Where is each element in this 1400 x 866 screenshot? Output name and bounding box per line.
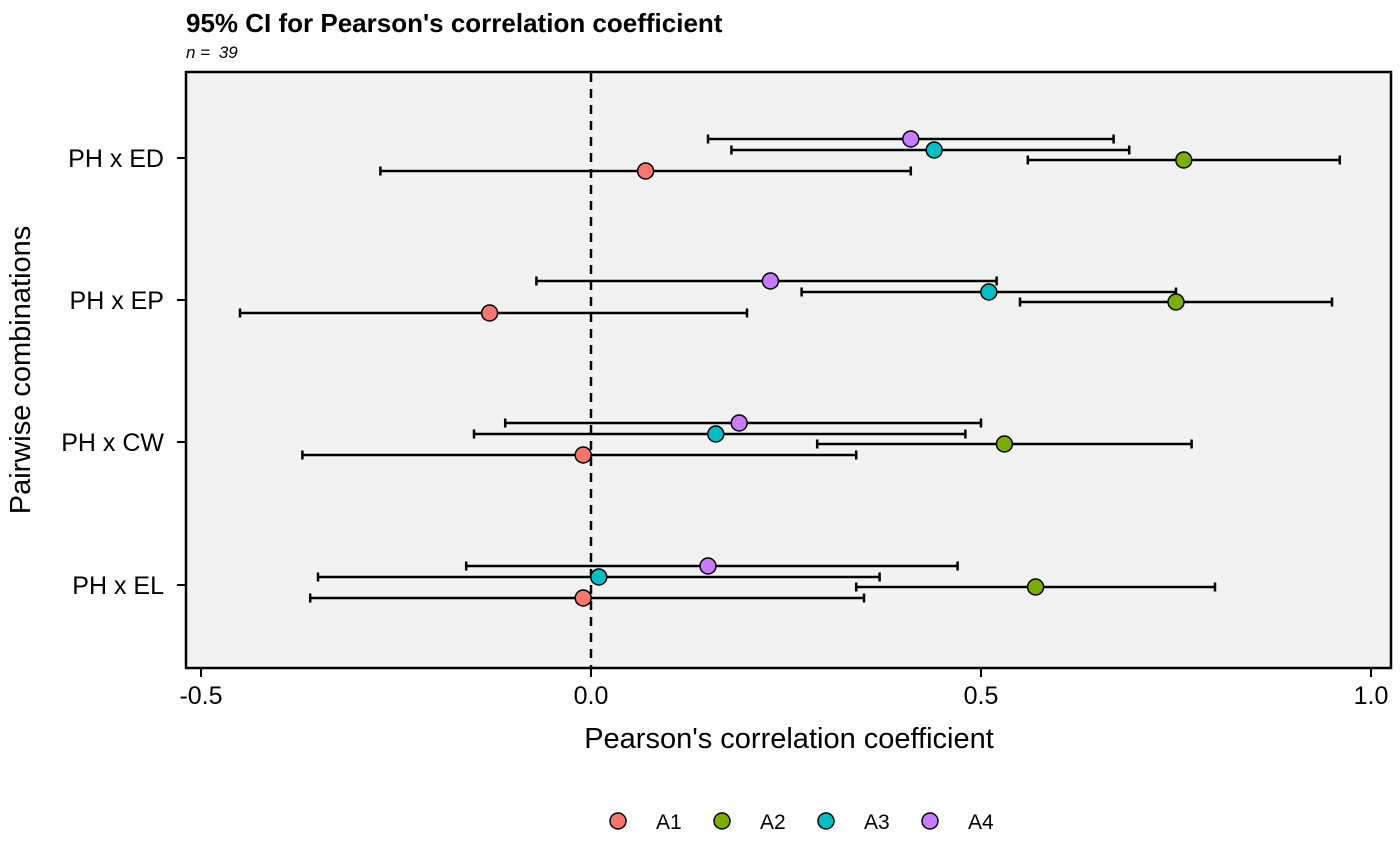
point-a2-ph-x-el	[1026, 578, 1045, 596]
x-tick-label: 0.0	[574, 682, 609, 710]
point-a3-ph-x-cw	[707, 425, 725, 443]
subtitle-n-value: 39	[219, 43, 238, 62]
legend-item-a3: A3	[817, 811, 890, 834]
subtitle-prefix: n =	[186, 43, 215, 62]
plot-panel	[184, 70, 1393, 670]
x-tick-label: -0.5	[179, 682, 222, 710]
point-a4-ph-x-ep	[761, 272, 780, 290]
legend-key	[609, 812, 627, 830]
legend-item-a2: A2	[713, 811, 786, 834]
point-a3-ph-x-ep	[980, 283, 998, 301]
y-axis-label: Pairwise combinations	[5, 226, 37, 515]
chart-subtitle: n = 39	[186, 43, 238, 62]
point-a2-ph-x-ed	[1175, 151, 1193, 169]
point-a3-ph-x-el	[590, 568, 608, 586]
point-a1-ph-x-ed	[636, 162, 655, 180]
point-a2-ph-x-cw	[995, 435, 1014, 453]
legend-label: A1	[656, 811, 682, 834]
y-tick-label: PH x ED	[68, 145, 164, 173]
legend-label: A3	[864, 811, 890, 834]
point-a4-ph-x-cw	[730, 414, 748, 432]
x-axis-label: Pearson's correlation coefficient	[584, 723, 994, 755]
legend-item-a4: A4	[921, 811, 994, 834]
y-tick-label: PH x EP	[70, 287, 164, 315]
y-tick-label: PH x CW	[61, 429, 164, 457]
point-a1-ph-x-cw	[574, 446, 592, 464]
legend-label: A4	[968, 811, 994, 834]
point-a4-ph-x-el	[699, 557, 717, 575]
point-a2-ph-x-ep	[1167, 293, 1185, 311]
point-a3-ph-x-ed	[925, 141, 943, 159]
legend-item-a1: A1	[609, 811, 682, 834]
point-a1-ph-x-el	[574, 589, 592, 607]
legend: A1 A2 A3 A4	[609, 811, 994, 834]
legend-label: A2	[760, 811, 786, 834]
legend-key	[921, 812, 939, 830]
x-tick-label: 0.5	[964, 682, 999, 710]
legend-key	[713, 812, 731, 830]
x-tick-label: 1.0	[1354, 682, 1389, 710]
legend-key	[817, 812, 835, 830]
y-tick-label: PH x EL	[72, 572, 164, 600]
point-a4-ph-x-ed	[902, 130, 920, 148]
chart-title: 95% CI for Pearson's correlation coeffic…	[186, 8, 723, 38]
point-a1-ph-x-ep	[480, 304, 499, 322]
